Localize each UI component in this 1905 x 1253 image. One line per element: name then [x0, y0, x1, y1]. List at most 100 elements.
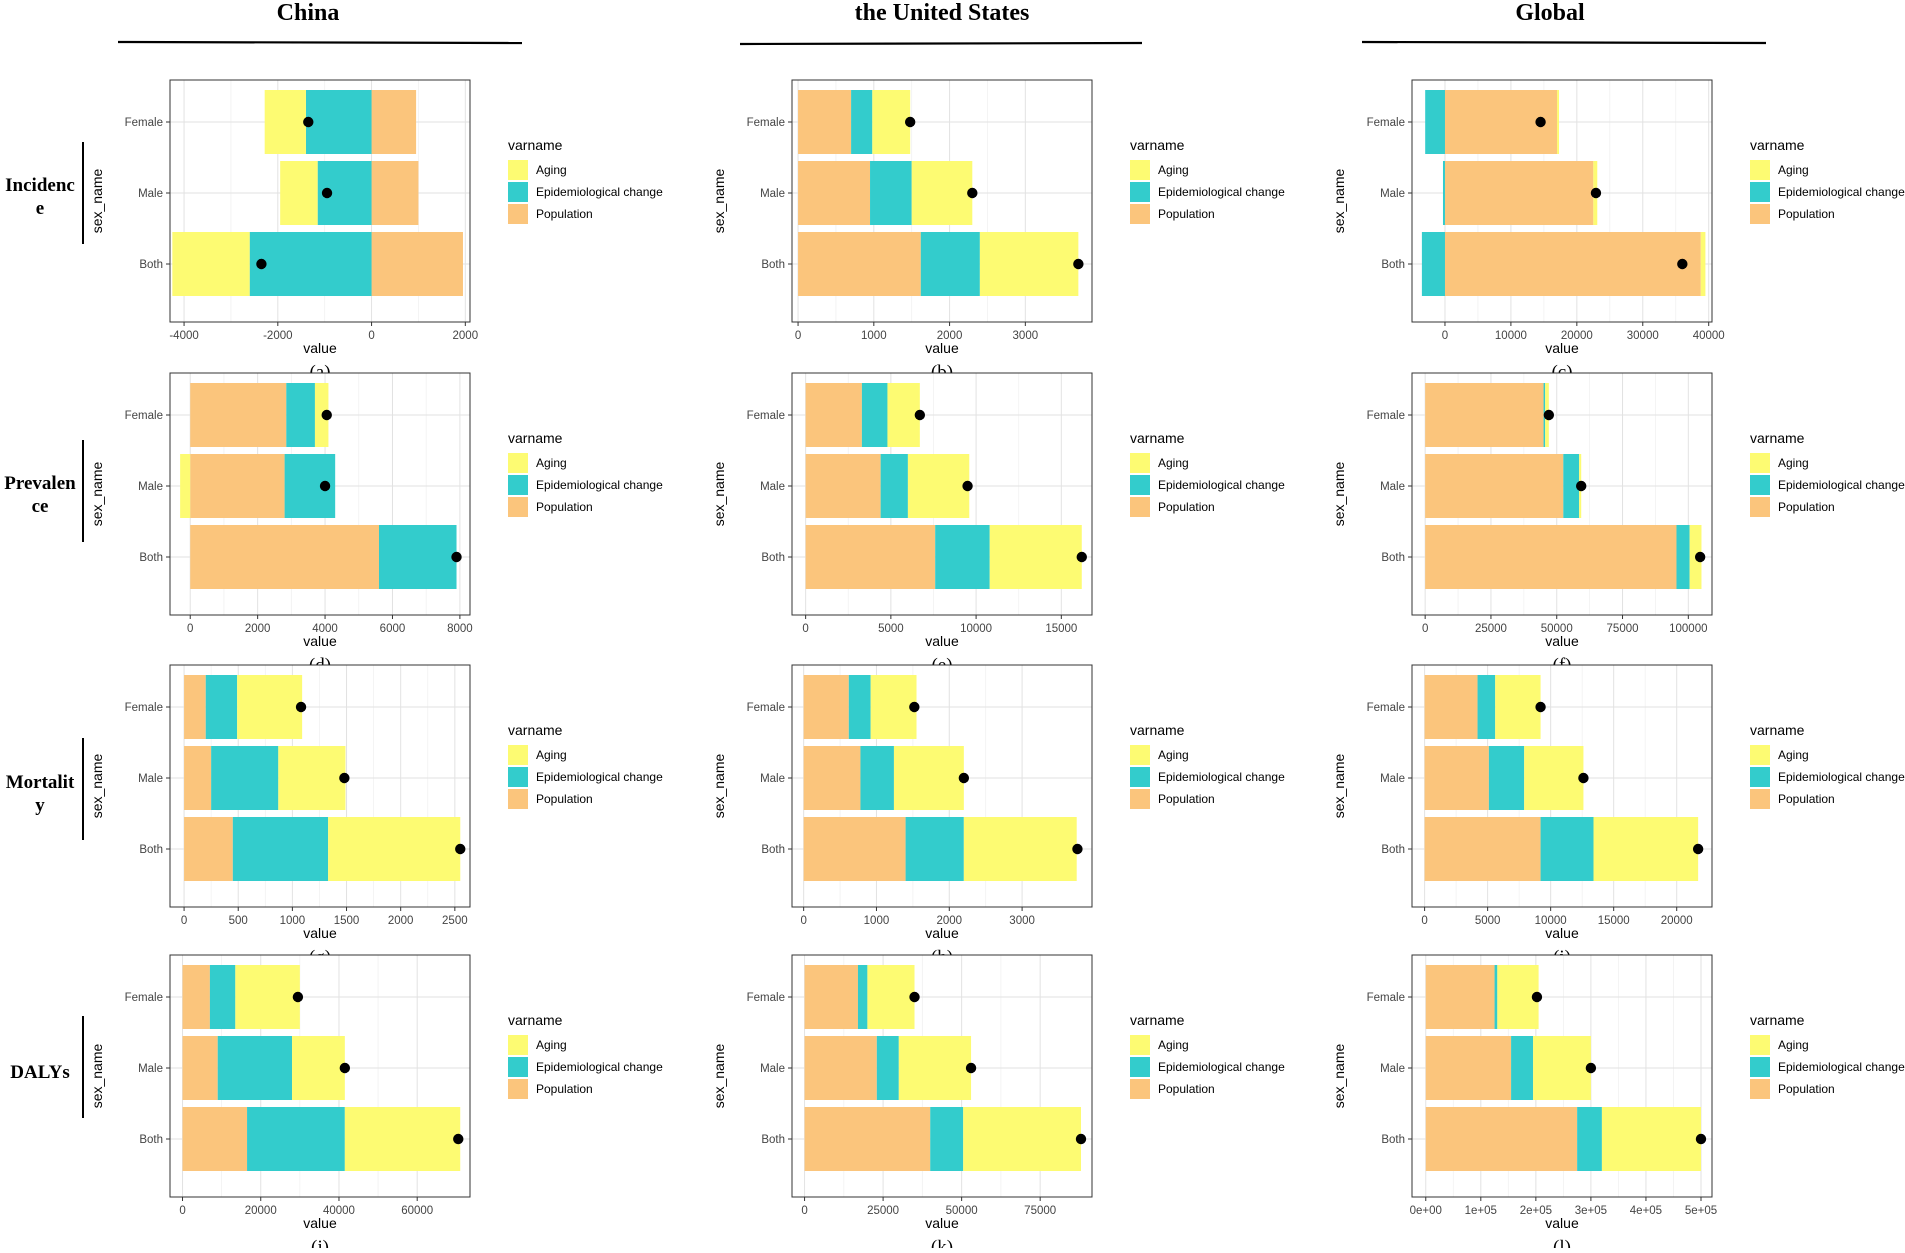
- total-point-female: [909, 701, 920, 713]
- y-tick-label-female: Female: [125, 992, 163, 1004]
- bar-both-aging: [1593, 817, 1699, 881]
- y-tick-label-female: Female: [1367, 702, 1405, 714]
- bar-both-epidemiological-change: [920, 232, 980, 296]
- y-axis-title: sex_name: [89, 461, 105, 526]
- row-labels: Incidenc e Prevalen ce Mortalit y DALYs: [4, 142, 84, 1118]
- total-point-male: [962, 480, 973, 492]
- legend-key-epidemiological-change: [1130, 182, 1150, 202]
- legend-label-population: Population: [1158, 1082, 1215, 1096]
- y-tick-label-female: Female: [747, 992, 785, 1004]
- x-tick-label: 75000: [1024, 1205, 1056, 1217]
- x-tick-label: 25000: [867, 1205, 899, 1217]
- bar-both-population: [182, 1107, 248, 1171]
- plot-border: [791, 954, 1093, 1198]
- x-tick-label: 4000: [312, 623, 338, 635]
- total-point-both: [1073, 258, 1084, 270]
- x-tick-label: 1000: [861, 330, 887, 342]
- legend-label-population: Population: [1778, 500, 1835, 514]
- legend-key-population: [508, 497, 528, 517]
- x-tick-label: 15000: [1045, 623, 1077, 635]
- x-tick-label: 0: [187, 623, 193, 635]
- y-tick-label-male: Male: [1380, 1063, 1405, 1075]
- bar-male-population: [371, 161, 419, 225]
- total-point-male: [1576, 480, 1587, 492]
- legend-key-epidemiological-change: [1130, 767, 1150, 787]
- bar-both-epidemiological-change: [378, 525, 457, 589]
- legend-label-population: Population: [536, 207, 593, 221]
- bar-both-population: [805, 525, 936, 589]
- total-point-both: [1692, 843, 1704, 855]
- total-point-both: [1072, 843, 1083, 855]
- x-tick-label: 40000: [1693, 330, 1725, 342]
- x-tick-label: 20000: [1561, 330, 1593, 342]
- bar-both-population: [1424, 817, 1541, 881]
- legend-label-aging: Aging: [1778, 748, 1809, 762]
- legend-label-population: Population: [1158, 500, 1215, 514]
- plot-border: [169, 372, 471, 616]
- row-label-mortality-1: Mortalit: [6, 772, 75, 793]
- legend-label-epidemiological-change: Epidemiological change: [536, 1060, 663, 1074]
- bar-male-epidemiological-change: [1442, 161, 1445, 225]
- bar-both-population: [1425, 525, 1677, 589]
- bar-female-population: [371, 90, 417, 154]
- bar-male-population: [798, 161, 871, 225]
- bar-male-epidemiological-change: [860, 746, 894, 810]
- bar-male-population: [1425, 454, 1564, 518]
- x-axis-title: value: [1545, 633, 1579, 649]
- x-tick-label: -4000: [169, 330, 198, 342]
- legend-key-epidemiological-change: [1750, 182, 1770, 202]
- y-axis-title: sex_name: [1331, 753, 1347, 818]
- y-axis-title: sex_name: [1331, 168, 1347, 233]
- legend-key-epidemiological-change: [508, 475, 528, 495]
- x-tick-label: 100000: [1669, 623, 1707, 635]
- bar-male-population: [182, 1036, 218, 1100]
- bar-female-epidemiological-change: [209, 965, 236, 1029]
- total-point-female: [292, 991, 304, 1003]
- bar-both-population: [184, 817, 233, 881]
- y-tick-label-both: Both: [1381, 552, 1405, 564]
- legend-key-aging: [508, 745, 528, 765]
- x-tick-label: 30000: [1627, 330, 1659, 342]
- total-point-both: [1076, 551, 1087, 563]
- legend-label-epidemiological-change: Epidemiological change: [1778, 478, 1905, 492]
- plot-border: [169, 79, 471, 323]
- x-axis-title: value: [1545, 340, 1579, 356]
- panel-k: Female Male Both 0 25000 50000 75000 value sex_n…: [711, 954, 1285, 1253]
- legend-label-population: Population: [1158, 792, 1215, 806]
- x-tick-label: 0: [801, 1205, 807, 1217]
- bar-female-aging: [887, 383, 920, 447]
- legend-label-aging: Aging: [1158, 748, 1189, 762]
- legend-key-population: [1130, 497, 1150, 517]
- total-point-female: [1543, 409, 1555, 421]
- bar-female-epidemiological-change: [851, 90, 873, 154]
- column-title-united-states: the United States: [855, 0, 1030, 26]
- plot-border: [1411, 79, 1713, 323]
- x-tick-label: 75000: [1607, 623, 1639, 635]
- y-tick-label-male: Male: [760, 188, 785, 200]
- bar-female-epidemiological-change: [286, 383, 315, 447]
- legend-label-aging: Aging: [1158, 163, 1189, 177]
- bar-both-aging: [344, 1107, 461, 1171]
- legend-key-aging: [1130, 453, 1150, 473]
- x-tick-label: 0e+00: [1410, 1205, 1442, 1217]
- y-axis-title: sex_name: [711, 168, 727, 233]
- row-label-dalys: DALYs: [10, 1062, 70, 1083]
- bar-male-aging: [180, 454, 191, 518]
- legend-key-epidemiological-change: [508, 182, 528, 202]
- bar-male-aging: [911, 161, 973, 225]
- panel-d: Female Male Both 0 2000 4000 6000 8000 value sex_…: [89, 372, 663, 676]
- panel-a: Female Male Both -4000 -2000 0 2000 value sex_na…: [89, 79, 663, 383]
- y-tick-label-male: Male: [1380, 188, 1405, 200]
- legend-label-epidemiological-change: Epidemiological change: [536, 770, 663, 784]
- x-tick-label: 20000: [245, 1205, 277, 1217]
- row-label-incidence-2: e: [36, 198, 44, 219]
- bar-female-aging: [1557, 90, 1560, 154]
- bar-both-epidemiological-change: [1577, 1107, 1602, 1171]
- x-tick-label: 2500: [442, 915, 468, 927]
- total-point-male: [319, 480, 331, 492]
- x-axis-title: value: [303, 925, 337, 941]
- bar-female-population: [190, 383, 287, 447]
- bar-both-aging: [328, 817, 461, 881]
- column-underline-china: [117, 40, 523, 45]
